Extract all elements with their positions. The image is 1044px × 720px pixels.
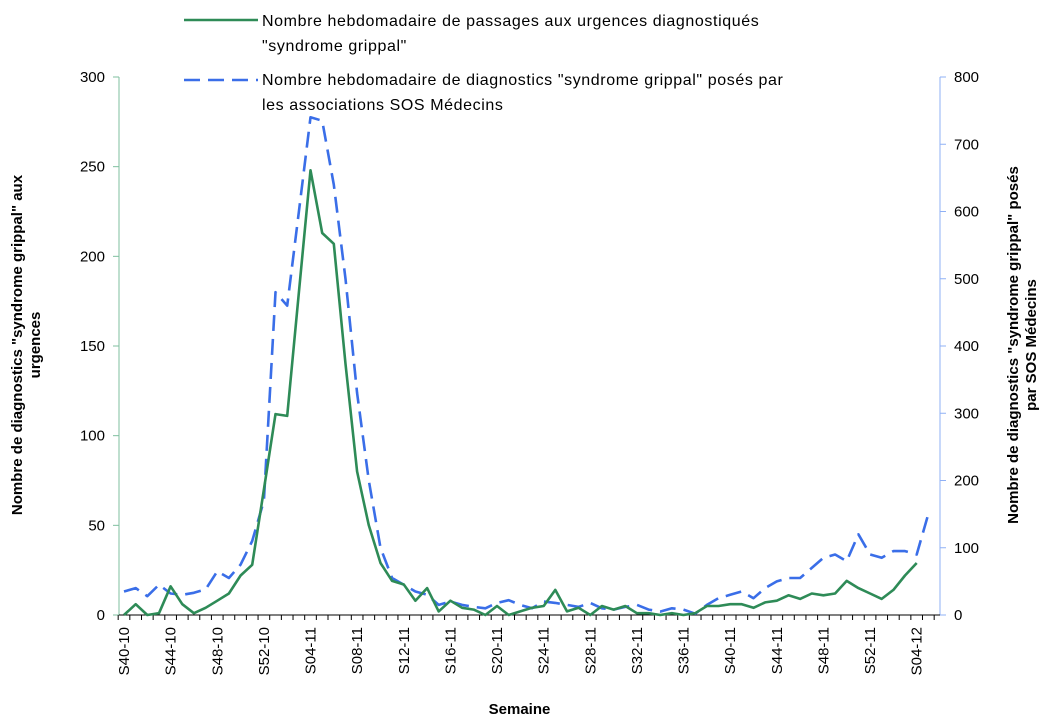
x-tick-label: S52-10 [256,627,273,675]
y-left-tick-label: 100 [80,428,105,445]
y-right-tick-label: 800 [954,69,979,86]
legend: Nombre hebdomadaire de passages aux urge… [184,13,783,114]
x-tick-label: S32-11 [629,627,646,674]
y-left-tick-label: 50 [88,517,105,534]
x-tick-label: S48-11 [815,627,832,674]
x-tick-label: S52-11 [862,627,879,674]
x-axis-ticks: S40-10 S44-10 S48-10 S52-10 S04-11 S08-11 S12-… [116,615,935,675]
legend-label-urgences-line2: "syndrome grippal" [262,38,407,55]
y-right-tick-label: 700 [954,136,979,153]
x-tick-label: S28-11 [582,627,599,674]
y-left-tick-label: 300 [80,69,105,86]
y-right-tick-label: 600 [954,204,979,221]
y-right-tick-label: 500 [954,271,979,288]
x-tick-label: S48-10 [209,627,226,675]
y-right-tick-label: 200 [954,473,979,490]
x-tick-label: S16-11 [442,627,459,674]
legend-label-sos-medecins-line1: Nombre hebdomadaire de diagnostics "synd… [262,72,783,89]
y-right-tick-label: 400 [954,338,979,355]
legend-label-sos-medecins-line2: les associations SOS Médecins [262,97,504,114]
legend-label-urgences-line1: Nombre hebdomadaire de passages aux urge… [262,13,759,30]
y-left-tick-label: 200 [80,248,105,265]
y-axis-right-ticks: 0 100 200 300 400 500 600 700 800 [940,69,979,624]
x-tick-label: S44-11 [769,627,786,674]
series-line-sos-medecins [123,116,930,615]
axes [118,77,941,616]
x-tick-label: S04-12 [909,627,926,675]
x-tick-label: S20-11 [489,627,506,674]
y-axis-left-title: Nombre de diagnostics "syndrome grippal"… [9,174,44,515]
x-tick-label: S12-11 [396,627,413,674]
x-tick-label: S36-11 [676,627,693,674]
y-left-tick-label: 250 [80,159,105,176]
x-tick-label: S04-11 [303,627,320,674]
x-tick-label: S40-11 [722,627,739,674]
series-line-urgences [123,169,918,617]
y-axis-left-ticks: 0 50 100 150 200 250 300 [80,69,119,624]
x-tick-label: S24-11 [536,627,553,674]
y-right-tick-label: 300 [954,405,979,422]
y-right-tick-label: 0 [954,607,962,624]
x-tick-label: S08-11 [349,627,366,674]
x-tick-label: S44-10 [163,627,180,675]
y-axis-right-title: Nombre de diagnostics "syndrome grippal"… [1005,166,1040,524]
x-tick-label: S40-10 [116,627,133,675]
y-right-tick-label: 100 [954,540,979,557]
y-left-tick-label: 150 [80,338,105,355]
x-axis-title: Semaine [489,701,551,718]
y-left-tick-label: 0 [97,607,105,624]
